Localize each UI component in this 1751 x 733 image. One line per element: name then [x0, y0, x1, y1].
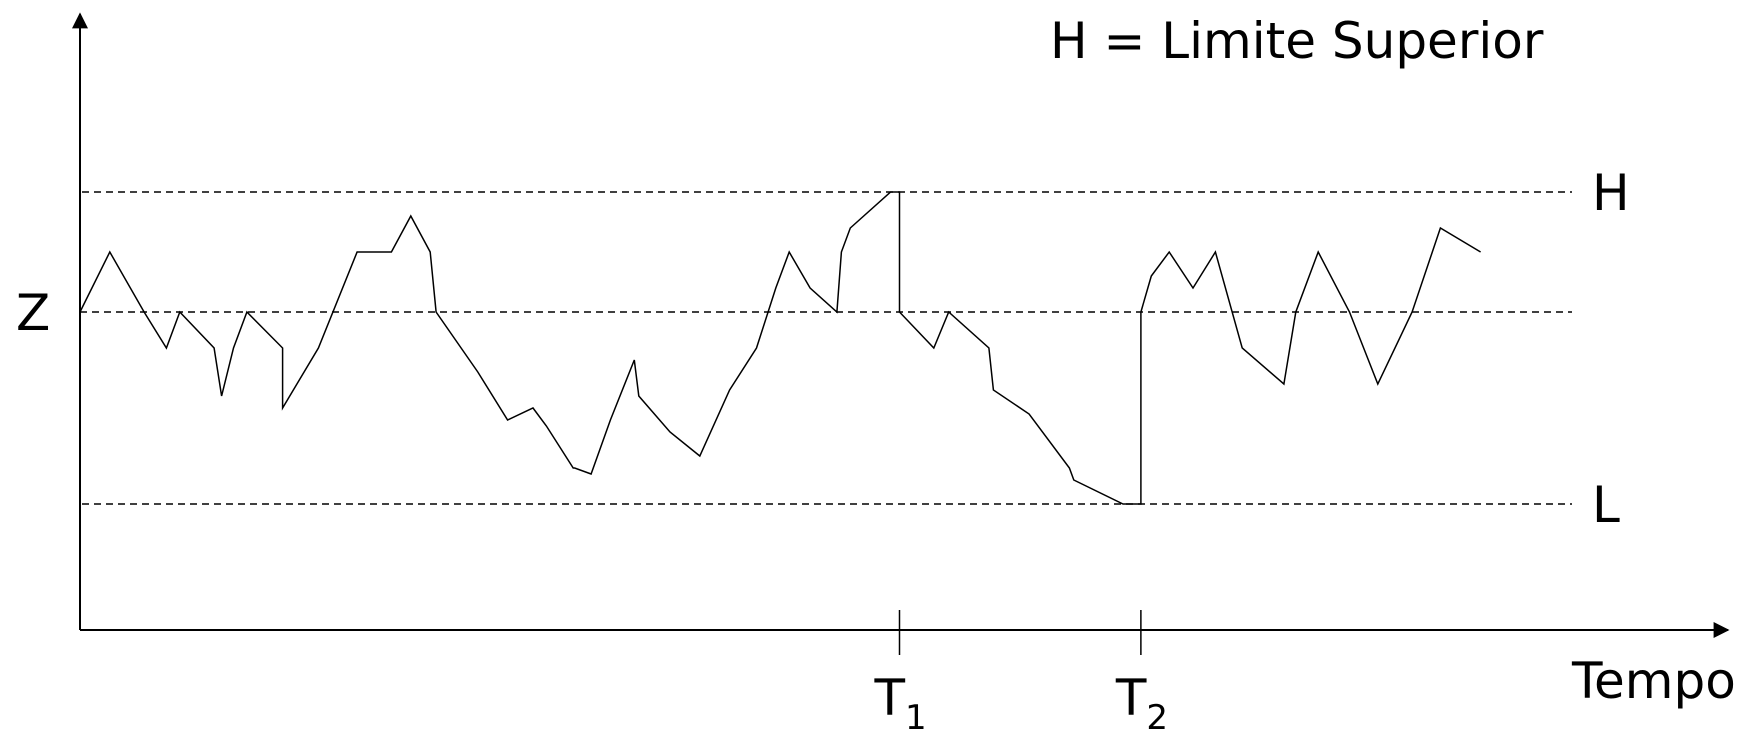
- tick-label-1: T1: [874, 669, 927, 733]
- tick-marks: T1 T2: [874, 610, 1168, 733]
- tick-label-2: T2: [1115, 669, 1168, 733]
- series-line: [79, 191, 1481, 505]
- level-label-z: Z: [16, 284, 50, 342]
- x-axis-label: Tempo: [1571, 652, 1736, 710]
- level-label-h: H: [1592, 164, 1630, 222]
- reference-lines: H Z L: [16, 164, 1630, 534]
- level-label-l: L: [1592, 476, 1620, 534]
- annotation: H = Limite Superior: [1050, 12, 1544, 70]
